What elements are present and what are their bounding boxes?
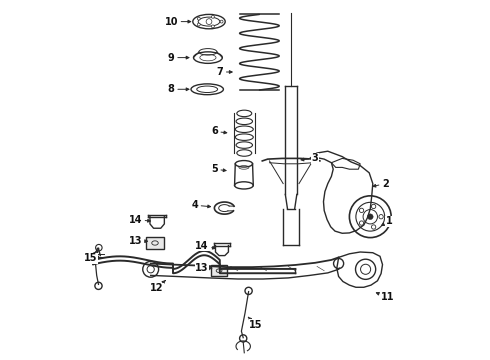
FancyBboxPatch shape — [211, 265, 227, 276]
Text: 15: 15 — [248, 317, 263, 330]
Circle shape — [220, 20, 223, 23]
Text: 4: 4 — [191, 200, 211, 210]
Text: 7: 7 — [217, 67, 232, 77]
Text: 13: 13 — [128, 236, 147, 246]
Text: 14: 14 — [195, 240, 215, 251]
Text: 6: 6 — [211, 126, 227, 136]
Circle shape — [206, 19, 212, 24]
Text: 13: 13 — [195, 263, 212, 273]
FancyBboxPatch shape — [147, 237, 164, 249]
Text: 10: 10 — [165, 17, 191, 27]
Text: 11: 11 — [376, 292, 394, 302]
Text: 5: 5 — [211, 164, 226, 174]
Circle shape — [197, 17, 200, 20]
Text: 14: 14 — [128, 215, 150, 225]
Circle shape — [212, 25, 214, 28]
Circle shape — [197, 23, 200, 26]
Text: 12: 12 — [150, 280, 165, 293]
Text: 1: 1 — [382, 216, 392, 226]
Text: 9: 9 — [168, 53, 189, 63]
Circle shape — [212, 15, 214, 18]
Text: 8: 8 — [168, 84, 189, 94]
Circle shape — [368, 214, 373, 220]
Text: 2: 2 — [373, 179, 389, 189]
Text: 3: 3 — [301, 153, 318, 163]
Text: 15: 15 — [84, 252, 98, 264]
